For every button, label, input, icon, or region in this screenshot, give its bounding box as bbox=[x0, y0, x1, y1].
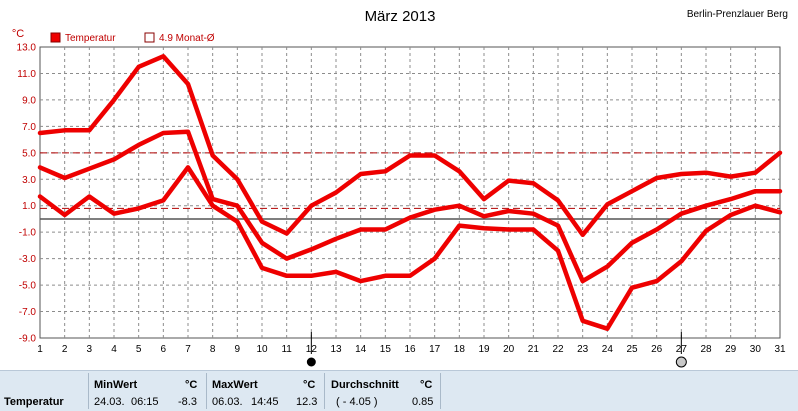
separator bbox=[440, 373, 441, 409]
y-tick-label: -3.0 bbox=[19, 254, 37, 265]
x-tick-label: 9 bbox=[235, 344, 241, 355]
x-tick-label: 11 bbox=[281, 344, 292, 355]
y-tick-label: 13.0 bbox=[17, 43, 37, 54]
y-tick-label: 1.0 bbox=[22, 201, 36, 212]
x-tick-label: 1 bbox=[37, 344, 43, 355]
x-tick-label: 8 bbox=[210, 344, 216, 355]
avg-value: 0.85 bbox=[412, 396, 434, 408]
temperature-chart: März 2013 Berlin-Prenzlauer Berg °C Temp… bbox=[12, 8, 788, 368]
new-moon-icon bbox=[306, 357, 316, 367]
x-tick-label: 2 bbox=[62, 344, 68, 355]
separator bbox=[324, 373, 325, 409]
x-tick-label: 4 bbox=[111, 344, 117, 355]
x-tick-label: 17 bbox=[429, 344, 441, 355]
x-tick-label: 22 bbox=[552, 344, 564, 355]
chart-title: März 2013 bbox=[365, 8, 436, 25]
station-name: Berlin-Prenzlauer Berg bbox=[687, 9, 788, 20]
y-tick-label: 11.0 bbox=[17, 69, 36, 80]
x-tick-label: 30 bbox=[750, 344, 762, 355]
max-date: 06.03. bbox=[212, 396, 243, 408]
moon-phases bbox=[306, 332, 687, 368]
x-tick-label: 14 bbox=[355, 344, 367, 355]
y-tick-label: 7.0 bbox=[22, 122, 36, 133]
avg-header: Durchschnitt bbox=[331, 379, 399, 391]
x-tick-label: 19 bbox=[478, 344, 490, 355]
x-tick-label: 6 bbox=[161, 344, 167, 355]
legend-mean-swatch bbox=[144, 32, 155, 43]
y-tick-label: 5.0 bbox=[22, 148, 36, 159]
statistics-bar: Temperatur MinWert °C 24.03. 06:15 -8.3 … bbox=[0, 370, 798, 411]
legend: Temperatur 4.9 Monat-Ø bbox=[50, 32, 215, 44]
separator bbox=[88, 373, 89, 409]
x-tick-label: 16 bbox=[404, 344, 416, 355]
x-tick-label: 26 bbox=[651, 344, 663, 355]
grid bbox=[40, 47, 780, 338]
full-moon-icon bbox=[675, 356, 687, 368]
y-axis-unit: °C bbox=[12, 28, 24, 40]
x-tick-label: 23 bbox=[577, 344, 589, 355]
separator bbox=[206, 373, 207, 409]
avg-unit: °C bbox=[420, 379, 433, 391]
y-tick-label: -1.0 bbox=[19, 228, 37, 239]
y-tick-labels: 13.0 11.0 9.0 7.0 5.0 3.0 1.0 -1.0 -3.0 -5.0 -7.0 -… bbox=[17, 43, 37, 345]
x-tick-label: 29 bbox=[725, 344, 737, 355]
min-unit: °C bbox=[185, 379, 198, 391]
legend-temperature-swatch bbox=[50, 32, 61, 43]
y-tick-label: 9.0 bbox=[22, 95, 36, 106]
x-tick-label: 3 bbox=[87, 344, 93, 355]
min-header: MinWert bbox=[94, 379, 138, 391]
x-tick-label: 10 bbox=[256, 344, 268, 355]
x-tick-label: 20 bbox=[503, 344, 515, 355]
x-tick-label: 18 bbox=[454, 344, 466, 355]
max-unit: °C bbox=[303, 379, 316, 391]
x-tick-label: 13 bbox=[330, 344, 342, 355]
y-tick-label: -9.0 bbox=[19, 334, 37, 345]
series-mean-line bbox=[37, 129, 783, 284]
y-tick-label: -7.0 bbox=[19, 307, 37, 318]
max-header: MaxWert bbox=[212, 379, 258, 391]
series-min-line bbox=[37, 165, 783, 331]
x-tick-label: 7 bbox=[185, 344, 191, 355]
y-tick-label: 3.0 bbox=[22, 175, 36, 186]
x-tick-label: 15 bbox=[380, 344, 392, 355]
legend-mean-label: 4.9 Monat-Ø bbox=[159, 33, 215, 44]
x-tick-label: 31 bbox=[774, 344, 786, 355]
series bbox=[37, 54, 783, 331]
min-time: 06:15 bbox=[131, 396, 159, 408]
series-max-line bbox=[37, 54, 783, 238]
x-tick-label: 28 bbox=[700, 344, 712, 355]
x-tick-label: 24 bbox=[602, 344, 614, 355]
legend-temperature-label: Temperatur bbox=[65, 33, 116, 44]
x-tick-labels: 1 2 3 4 5 6 7 8 9 10 11 12 13 14 15 16 17 18 19 20 21 22 23 24 2… bbox=[37, 344, 786, 355]
max-value: 12.3 bbox=[296, 396, 318, 408]
x-tick-label: 21 bbox=[528, 344, 540, 355]
y-tick-label: -5.0 bbox=[19, 281, 37, 292]
max-time: 14:45 bbox=[251, 396, 279, 408]
min-date: 24.03. bbox=[94, 396, 125, 408]
x-tick-label: 25 bbox=[626, 344, 638, 355]
avg-range: ( - 4.05 ) bbox=[336, 396, 378, 408]
x-tick-label: 5 bbox=[136, 344, 142, 355]
stats-row-label: Temperatur bbox=[4, 396, 64, 408]
min-value: -8.3 bbox=[178, 396, 197, 408]
